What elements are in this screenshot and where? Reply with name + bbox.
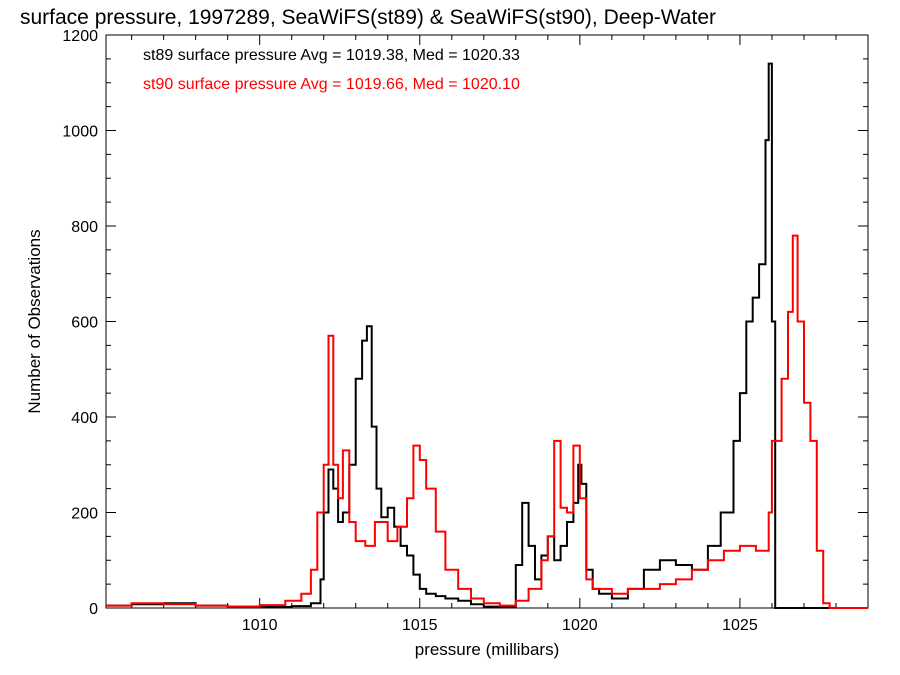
- stats-annotation: st90 surface pressure Avg = 1019.66, Med…: [143, 76, 520, 93]
- x-tick-label: 1015: [402, 617, 438, 634]
- x-axis-label: pressure (millibars): [415, 640, 560, 659]
- annotation-layer: st89 surface pressure Avg = 1019.38, Med…: [143, 47, 520, 93]
- x-tick-label: 1020: [562, 617, 598, 634]
- series-layer: [106, 62, 868, 609]
- y-tick-label: 800: [71, 219, 98, 236]
- x-tick-label: 1025: [722, 617, 758, 634]
- y-tick-label: 200: [71, 506, 98, 523]
- axis-tick-labels: 1010 1015 1020 1025 0 200 400 600 800 1000 1200: [62, 28, 757, 634]
- y-tick-label: 400: [71, 410, 98, 427]
- y-tick-label: 0: [89, 601, 98, 618]
- y-tick-label: 600: [71, 315, 98, 332]
- stats-annotation: st89 surface pressure Avg = 1019.38, Med…: [143, 47, 520, 64]
- y-axis-label: Number of Observations: [25, 229, 44, 413]
- y-tick-label: 1000: [62, 124, 98, 141]
- chart-title: surface pressure, 1997289, SeaWiFS(st89)…: [20, 6, 716, 29]
- series-line-2: [106, 234, 868, 609]
- x-tick-label: 1010: [242, 617, 278, 634]
- y-tick-label: 1200: [62, 28, 98, 45]
- series-line-1: [106, 62, 868, 609]
